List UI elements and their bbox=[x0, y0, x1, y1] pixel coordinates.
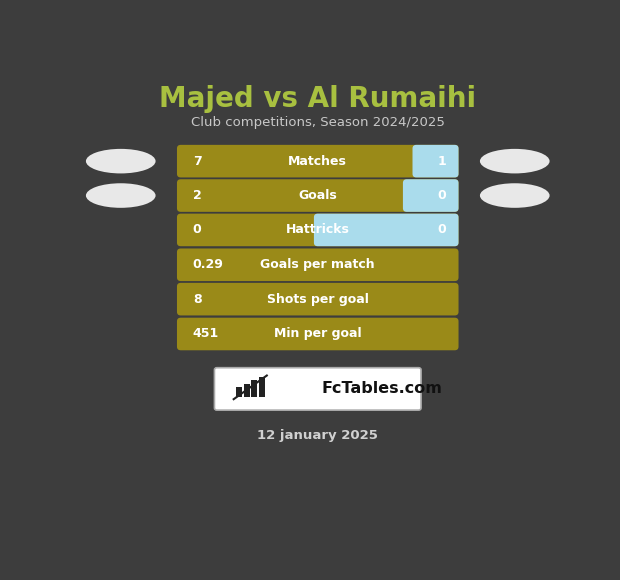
FancyBboxPatch shape bbox=[177, 318, 459, 350]
Text: Shots per goal: Shots per goal bbox=[267, 293, 369, 306]
Text: Majed vs Al Rumaihi: Majed vs Al Rumaihi bbox=[159, 85, 476, 113]
FancyBboxPatch shape bbox=[412, 145, 459, 177]
FancyBboxPatch shape bbox=[244, 383, 249, 397]
Ellipse shape bbox=[86, 183, 156, 208]
FancyBboxPatch shape bbox=[403, 179, 459, 212]
Text: 0: 0 bbox=[437, 189, 446, 202]
Text: 0.29: 0.29 bbox=[193, 258, 224, 271]
Text: 2: 2 bbox=[193, 189, 202, 202]
Text: 7: 7 bbox=[193, 155, 202, 168]
Text: Min per goal: Min per goal bbox=[274, 328, 361, 340]
Ellipse shape bbox=[480, 149, 549, 173]
FancyBboxPatch shape bbox=[177, 283, 459, 316]
Text: Goals per match: Goals per match bbox=[260, 258, 375, 271]
FancyBboxPatch shape bbox=[236, 387, 242, 397]
Text: 0: 0 bbox=[437, 223, 446, 237]
FancyBboxPatch shape bbox=[215, 368, 421, 410]
FancyBboxPatch shape bbox=[177, 248, 459, 281]
Text: Hattricks: Hattricks bbox=[286, 223, 350, 237]
Text: 451: 451 bbox=[193, 328, 219, 340]
FancyBboxPatch shape bbox=[177, 145, 459, 177]
Text: Goals: Goals bbox=[298, 189, 337, 202]
FancyBboxPatch shape bbox=[252, 380, 257, 397]
FancyBboxPatch shape bbox=[177, 179, 459, 212]
Text: Matches: Matches bbox=[288, 155, 347, 168]
Text: 0: 0 bbox=[193, 223, 202, 237]
Text: Club competitions, Season 2024/2025: Club competitions, Season 2024/2025 bbox=[191, 116, 445, 129]
FancyBboxPatch shape bbox=[314, 213, 459, 246]
Ellipse shape bbox=[86, 149, 156, 173]
Text: FcTables.com: FcTables.com bbox=[322, 380, 443, 396]
Text: 8: 8 bbox=[193, 293, 202, 306]
FancyBboxPatch shape bbox=[177, 213, 459, 246]
Text: 1: 1 bbox=[437, 155, 446, 168]
FancyBboxPatch shape bbox=[259, 377, 265, 397]
Text: 12 january 2025: 12 january 2025 bbox=[257, 429, 378, 443]
Ellipse shape bbox=[480, 183, 549, 208]
